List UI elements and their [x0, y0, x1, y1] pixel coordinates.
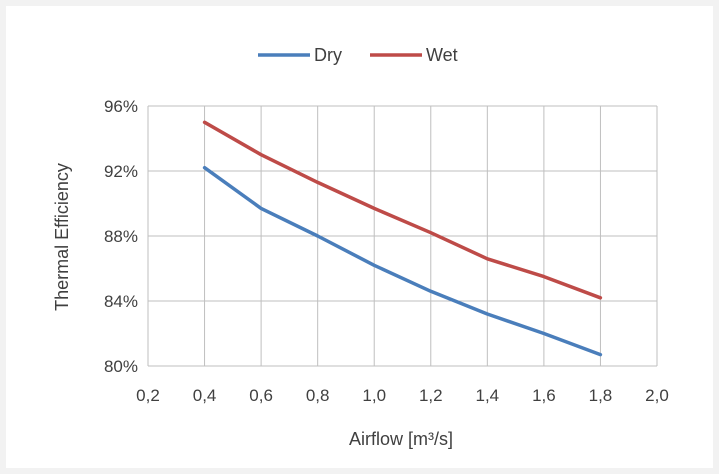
- y-axis-title: Thermal Efficiency: [52, 163, 72, 311]
- y-tick-label: 80%: [104, 357, 138, 376]
- legend-label-dry: Dry: [314, 45, 342, 65]
- x-tick-label: 1,2: [419, 386, 443, 405]
- x-tick-label: 1,0: [362, 386, 386, 405]
- x-tick-label: 2,0: [645, 386, 669, 405]
- grid-lines: [147, 105, 658, 367]
- x-tick-label: 0,2: [136, 386, 160, 405]
- chart-frame: [6, 6, 713, 468]
- y-tick-label: 92%: [104, 162, 138, 181]
- legend-label-wet: Wet: [426, 45, 458, 65]
- y-tick-labels: 80% 84% 88% 92% 96%: [104, 97, 138, 376]
- x-tick-label: 1,4: [476, 386, 500, 405]
- x-tick-label: 1,8: [589, 386, 613, 405]
- x-tick-label: 0,8: [306, 386, 330, 405]
- y-tick-label: 84%: [104, 292, 138, 311]
- y-tick-label: 88%: [104, 227, 138, 246]
- series-lines: [202, 120, 603, 357]
- x-tick-label: 1,6: [532, 386, 556, 405]
- legend: Dry Wet: [258, 45, 458, 65]
- y-tick-label: 96%: [104, 97, 138, 116]
- x-tick-label: 0,4: [193, 386, 217, 405]
- series-line-wet: [202, 120, 603, 300]
- x-tick-label: 0,6: [249, 386, 273, 405]
- x-tick-labels: 0,2 0,4 0,6 0,8 1,0 1,2 1,4 1,6 1,8 2,0: [136, 386, 669, 405]
- series-line-dry: [202, 165, 603, 357]
- x-axis-title: Airflow [m³/s]: [349, 429, 453, 449]
